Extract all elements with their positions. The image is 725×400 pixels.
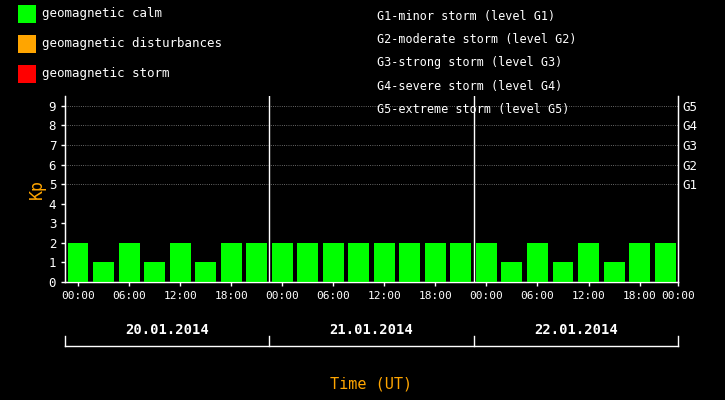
Bar <box>272 243 293 282</box>
Text: G1-minor storm (level G1): G1-minor storm (level G1) <box>377 10 555 23</box>
Bar <box>425 243 446 282</box>
Bar <box>323 243 344 282</box>
Bar <box>629 243 650 282</box>
Bar <box>399 243 420 282</box>
Bar <box>450 243 471 282</box>
Text: geomagnetic disturbances: geomagnetic disturbances <box>42 38 222 50</box>
Y-axis label: Kp: Kp <box>28 179 46 199</box>
Bar <box>527 243 548 282</box>
Bar <box>67 243 88 282</box>
Text: 20.01.2014: 20.01.2014 <box>125 323 210 337</box>
Text: Time (UT): Time (UT) <box>331 376 413 392</box>
Bar <box>502 262 523 282</box>
Bar <box>604 262 624 282</box>
Text: G5-extreme storm (level G5): G5-extreme storm (level G5) <box>377 103 569 116</box>
Bar <box>476 243 497 282</box>
Text: G4-severe storm (level G4): G4-severe storm (level G4) <box>377 80 563 93</box>
Bar <box>195 262 216 282</box>
Bar <box>220 243 241 282</box>
Text: 21.01.2014: 21.01.2014 <box>330 323 413 337</box>
Bar <box>119 243 139 282</box>
Bar <box>578 243 599 282</box>
Bar <box>247 243 267 282</box>
Text: geomagnetic storm: geomagnetic storm <box>42 68 170 80</box>
Text: G2-moderate storm (level G2): G2-moderate storm (level G2) <box>377 33 576 46</box>
Text: G3-strong storm (level G3): G3-strong storm (level G3) <box>377 56 563 69</box>
Bar <box>170 243 191 282</box>
Bar <box>655 243 676 282</box>
Text: geomagnetic calm: geomagnetic calm <box>42 8 162 20</box>
Bar <box>374 243 395 282</box>
Text: 22.01.2014: 22.01.2014 <box>534 323 618 337</box>
Bar <box>348 243 369 282</box>
Bar <box>93 262 114 282</box>
Bar <box>552 262 573 282</box>
Bar <box>144 262 165 282</box>
Bar <box>297 243 318 282</box>
